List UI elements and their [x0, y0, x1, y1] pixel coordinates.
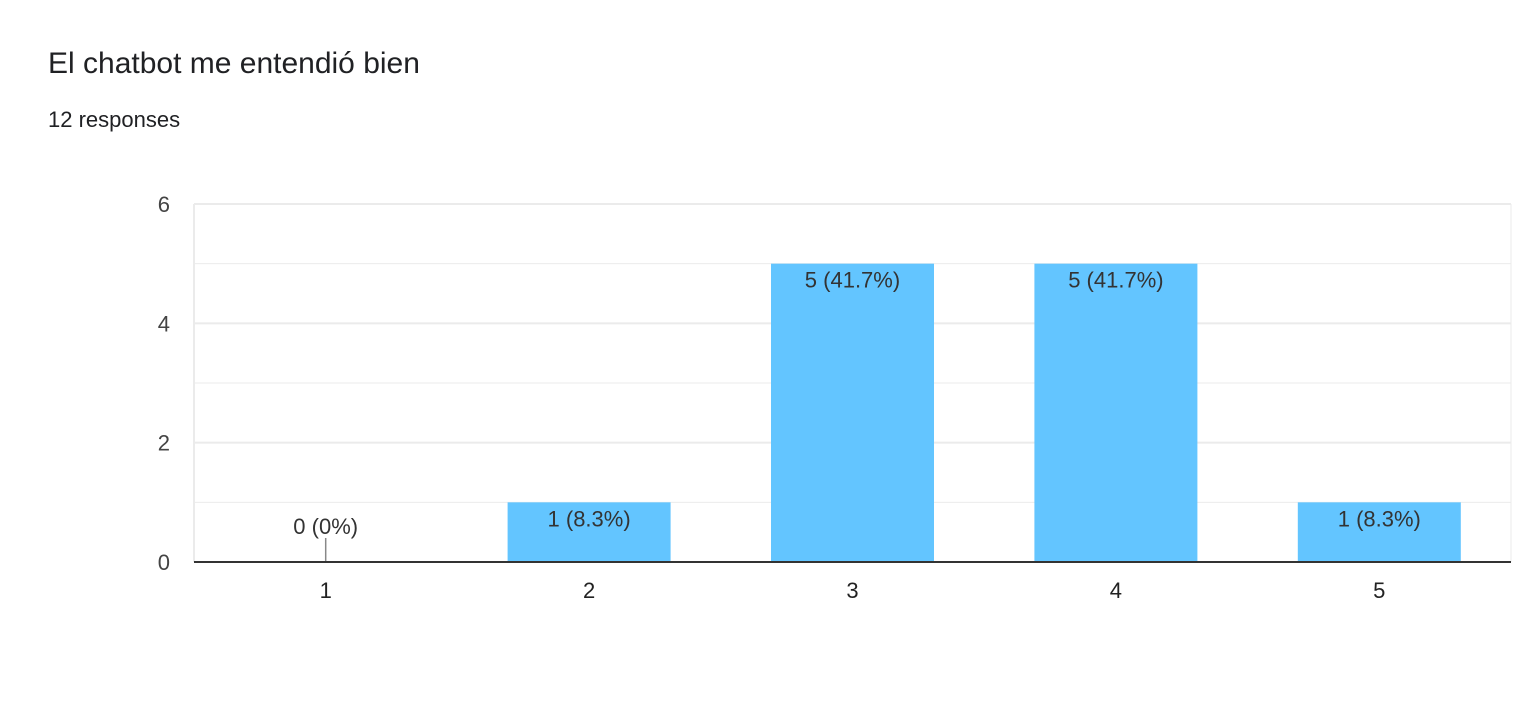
data-label: 1 (8.3%) [548, 506, 631, 531]
x-tick-label: 3 [846, 578, 858, 603]
data-label: 0 (0%) [293, 514, 358, 539]
x-tick-label: 5 [1373, 578, 1385, 603]
y-tick-label: 4 [158, 311, 170, 336]
x-tick-label: 1 [320, 578, 332, 603]
data-label: 5 (41.7%) [805, 268, 900, 293]
y-axis-ticks: 0 2 4 6 [158, 192, 170, 575]
x-tick-label: 4 [1110, 578, 1122, 603]
x-axis-ticks: 1 2 3 4 5 [320, 578, 1386, 603]
bar-4 [1034, 264, 1197, 562]
y-tick-label: 0 [158, 550, 170, 575]
x-tick-label: 2 [583, 578, 595, 603]
y-tick-label: 6 [158, 192, 170, 217]
data-label: 1 (8.3%) [1338, 506, 1421, 531]
bars [326, 264, 1461, 562]
bar-3 [771, 264, 934, 562]
data-label: 5 (41.7%) [1068, 268, 1163, 293]
y-tick-label: 2 [158, 431, 170, 456]
